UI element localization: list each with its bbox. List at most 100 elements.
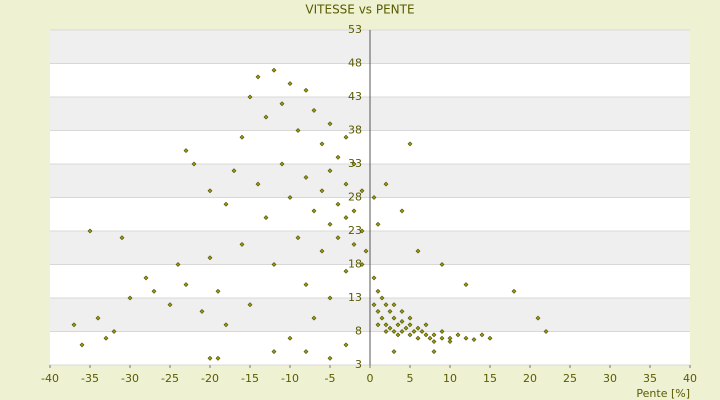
point	[395, 332, 401, 338]
point	[287, 195, 293, 200]
point	[423, 332, 429, 338]
point	[439, 335, 445, 341]
point	[391, 315, 397, 321]
point	[263, 114, 269, 120]
point	[431, 349, 437, 355]
point	[407, 332, 413, 338]
point	[399, 208, 405, 214]
point	[431, 339, 437, 344]
point	[263, 215, 269, 221]
point	[383, 322, 389, 328]
point	[351, 161, 357, 167]
x-tick-label: -40	[41, 372, 59, 385]
point	[471, 337, 477, 342]
x-tick-label: 20	[523, 372, 537, 385]
point	[183, 148, 189, 154]
point	[399, 329, 405, 334]
x-tick-label: 15	[483, 372, 497, 385]
point	[311, 315, 317, 321]
x-tick-label: -10	[281, 372, 299, 385]
point	[279, 161, 285, 167]
point	[287, 81, 293, 87]
point	[247, 94, 253, 100]
x-tick-label: -35	[81, 372, 99, 385]
point	[379, 315, 385, 321]
point	[335, 201, 341, 207]
y-tick-label: 13	[348, 291, 362, 304]
point	[303, 282, 309, 288]
point	[327, 221, 333, 227]
point	[255, 181, 261, 187]
point	[271, 349, 277, 355]
point	[383, 181, 389, 187]
point	[407, 322, 413, 328]
y-tick-label: 28	[348, 191, 362, 204]
point	[407, 141, 413, 147]
point	[415, 325, 421, 331]
point	[427, 335, 433, 341]
point	[387, 325, 393, 331]
point	[207, 188, 213, 194]
point	[343, 215, 349, 221]
point	[383, 302, 389, 308]
point	[223, 201, 229, 207]
point	[403, 325, 409, 331]
x-axis-label: Pente [%]	[636, 387, 690, 400]
point	[399, 319, 405, 324]
point	[143, 275, 149, 281]
point	[255, 74, 261, 80]
point	[463, 282, 469, 288]
point	[359, 228, 365, 234]
point	[415, 248, 421, 254]
point	[479, 332, 485, 338]
x-tick-label: 25	[563, 372, 577, 385]
x-tick-label: -5	[325, 372, 336, 385]
point	[391, 349, 397, 355]
x-tick-label: 5	[407, 372, 414, 385]
point	[319, 141, 325, 147]
point	[175, 262, 181, 267]
point	[71, 322, 77, 328]
point	[335, 154, 341, 160]
point	[395, 322, 401, 328]
point	[359, 188, 365, 194]
point	[199, 308, 205, 314]
y-tick-label: 3	[355, 358, 362, 371]
point	[127, 295, 133, 301]
point	[167, 302, 173, 308]
y-tick-label: 8	[355, 325, 362, 338]
point	[383, 329, 389, 334]
point	[111, 329, 117, 334]
point	[371, 275, 377, 281]
x-tick-label: -25	[161, 372, 179, 385]
point	[95, 315, 101, 321]
point	[287, 335, 293, 341]
point	[343, 342, 349, 348]
point	[511, 288, 517, 294]
point	[271, 67, 277, 73]
point	[535, 315, 541, 321]
point	[375, 308, 381, 314]
point	[295, 128, 301, 133]
point	[419, 329, 425, 334]
point	[439, 262, 445, 267]
point	[327, 121, 333, 127]
x-tick-label: -15	[241, 372, 259, 385]
point	[279, 101, 285, 107]
point	[463, 335, 469, 341]
point	[231, 168, 237, 174]
point	[327, 168, 333, 174]
x-tick-label: -30	[121, 372, 139, 385]
y-tick-label: 23	[348, 224, 362, 237]
y-tick-label: 38	[348, 124, 362, 137]
point	[191, 161, 197, 167]
point	[455, 332, 461, 338]
point	[303, 174, 309, 180]
x-tick-label: 35	[643, 372, 657, 385]
x-tick-label: -20	[201, 372, 219, 385]
y-tick-label: 48	[348, 57, 362, 70]
point	[371, 302, 377, 308]
point	[371, 195, 377, 200]
point	[351, 241, 357, 247]
